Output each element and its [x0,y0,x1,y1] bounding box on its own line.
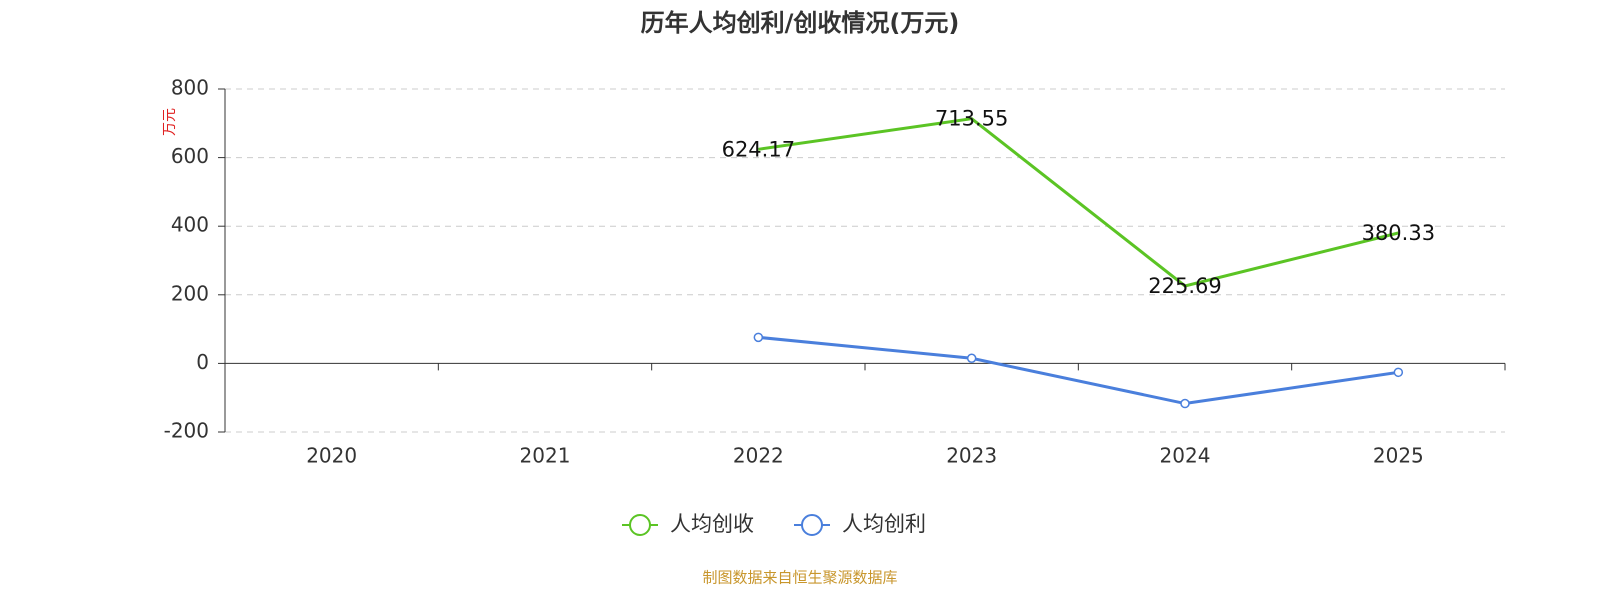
x-tick-label: 2023 [946,444,997,468]
point [753,332,764,343]
point [1180,398,1190,409]
legend-marker [629,514,651,536]
data-label: 225.69 [1148,274,1221,298]
y-tick-label: 200 [171,281,209,305]
data-label: 380.33 [1362,221,1435,245]
series-line [758,117,1399,288]
x-tick-label: 2020 [306,444,357,468]
x-tick-label: 2022 [733,444,784,468]
chart-title: 历年人均创利/创收情况(万元) [641,9,960,37]
y-tick-label: 400 [171,213,209,237]
y-axis-label: 万元 [162,108,178,136]
x-tick-label: 2025 [1373,444,1424,468]
y-tick-label: 600 [171,144,209,168]
data-label: 624.17 [722,137,795,161]
x-tick-label: 2021 [520,444,571,468]
data-label: 713.55 [935,107,1008,131]
y-tick-label: 0 [196,350,209,374]
point [1393,367,1404,378]
series-line [758,335,1399,406]
point [966,353,977,364]
legend-label: 人均创收 [670,512,754,536]
x-tick-label: 2024 [1160,444,1211,468]
source-note: 制图数据来自恒生聚源数据库 [702,569,897,587]
y-tick-label: 800 [171,76,209,100]
legend-marker [801,514,823,536]
legend-label: 人均创利 [842,512,926,536]
y-tick-label: -200 [164,419,209,443]
